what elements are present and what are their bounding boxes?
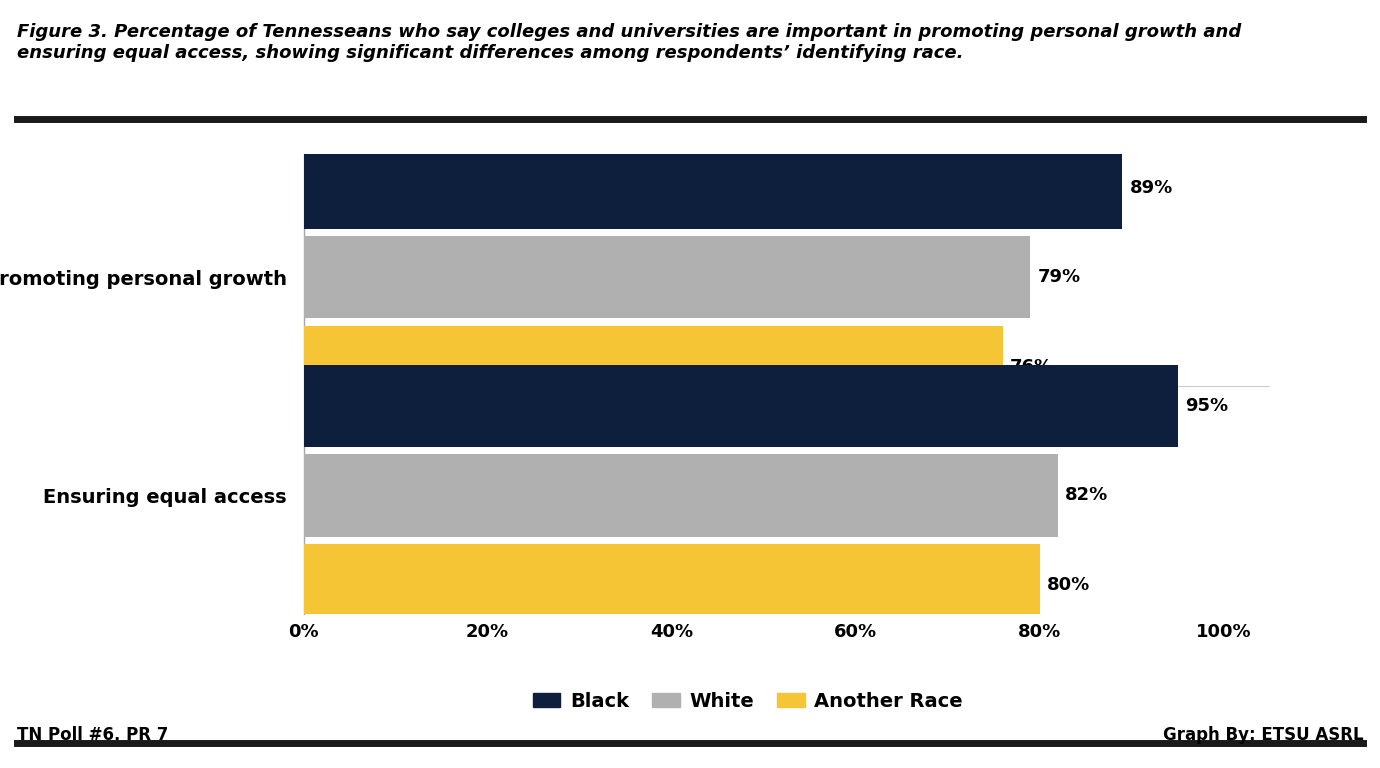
Text: Graph By: ETSU ASRL: Graph By: ETSU ASRL	[1163, 726, 1363, 743]
Text: 82%: 82%	[1065, 486, 1108, 505]
Text: 95%: 95%	[1185, 397, 1228, 415]
Text: Figure 3. Percentage of Tennesseans who say colleges and universities are import: Figure 3. Percentage of Tennesseans who …	[17, 23, 1241, 62]
Bar	[304, 366, 1177, 447]
Bar	[304, 544, 1039, 626]
Legend: Black, White, Another Race: Black, White, Another Race	[526, 684, 970, 719]
Text: 89%: 89%	[1130, 179, 1173, 197]
Bar	[304, 455, 1058, 537]
Text: 80%: 80%	[1047, 576, 1090, 594]
Bar	[304, 237, 1031, 319]
Text: 79%: 79%	[1038, 269, 1081, 286]
Text: 76%: 76%	[1010, 358, 1053, 376]
Bar	[304, 326, 1003, 408]
Bar	[304, 147, 1122, 230]
Text: TN Poll #6. PR 7: TN Poll #6. PR 7	[17, 726, 168, 743]
